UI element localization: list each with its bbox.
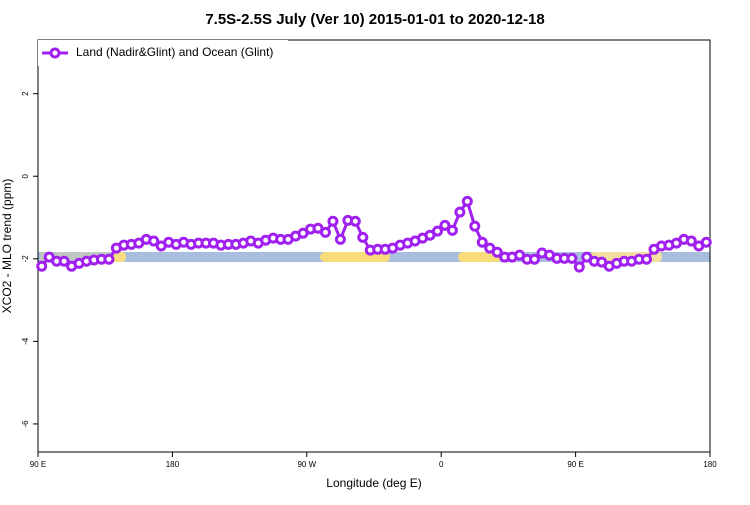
y-tick-label: -2 — [21, 255, 30, 263]
data-point — [334, 233, 346, 245]
y-tick-label: -4 — [21, 337, 30, 345]
data-point — [685, 235, 697, 247]
data-point — [327, 215, 339, 227]
data-point — [566, 252, 578, 264]
data-point — [103, 253, 115, 265]
data-point — [439, 219, 451, 231]
data-point — [58, 255, 70, 267]
data-point — [319, 226, 331, 238]
data-point — [529, 253, 541, 265]
y-axis-label: XCO2 - MLO trend (ppm) — [0, 179, 14, 314]
x-tick-label: 90 E — [30, 460, 46, 469]
data-point — [573, 261, 585, 273]
data-point — [454, 206, 466, 218]
data-point — [446, 224, 458, 236]
data-point — [476, 236, 488, 248]
data-point — [641, 253, 653, 265]
data-point — [700, 236, 712, 248]
data-point — [469, 220, 481, 232]
chart-title: 7.5S-2.5S July (Ver 10) 2015-01-01 to 20… — [205, 11, 544, 28]
x-axis-label: Longitude (deg E) — [326, 476, 421, 490]
x-tick-label: 0 — [439, 460, 444, 469]
x-tick-label: 90 W — [297, 460, 316, 469]
data-point — [357, 231, 369, 243]
data-point — [349, 215, 361, 227]
x-tick-label: 180 — [166, 460, 180, 469]
x-tick-label: 90 E — [567, 460, 583, 469]
legend-marker — [49, 47, 61, 59]
y-tick-label: -6 — [21, 420, 30, 428]
legend-label: Land (Nadir&Glint) and Ocean (Glint) — [76, 45, 273, 59]
y-tick-label: 0 — [21, 173, 30, 178]
data-point — [36, 260, 48, 272]
data-point — [491, 246, 503, 258]
x-tick-label: 180 — [703, 460, 717, 469]
legend — [38, 40, 288, 66]
data-point — [148, 235, 160, 247]
y-tick-label: 2 — [21, 91, 30, 96]
data-point — [431, 225, 443, 237]
data-point — [461, 195, 473, 207]
